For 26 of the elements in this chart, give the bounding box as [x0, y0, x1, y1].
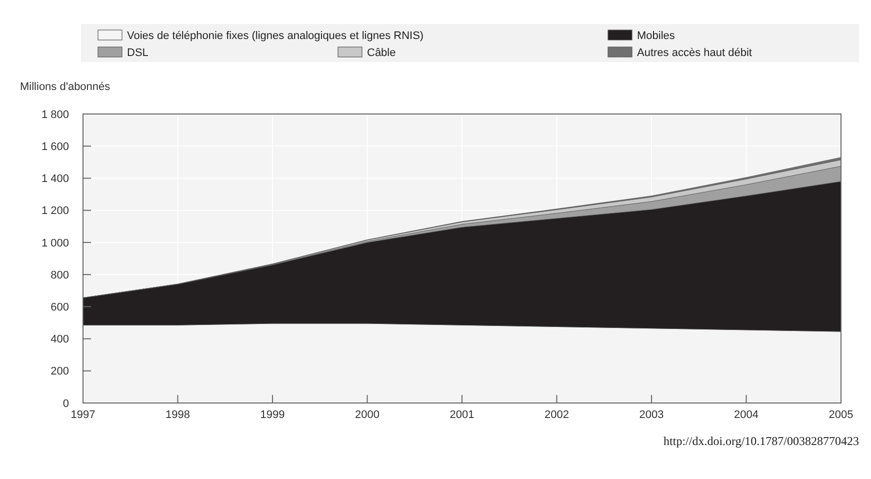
- y-tick-label: 600: [50, 302, 69, 314]
- legend-label: DSL: [127, 47, 148, 59]
- x-tick-label: 2005: [828, 409, 854, 421]
- x-tick-label: 1997: [70, 409, 96, 421]
- x-tick-label: 2001: [450, 409, 474, 421]
- y-tick-label: 1 400: [41, 173, 69, 186]
- legend-label: Voies de téléphonie fixes (lignes analogiques et lignes RNIS): [127, 30, 424, 42]
- y-tick-label: 1 200: [41, 205, 69, 218]
- x-tick-label: 2003: [639, 409, 664, 421]
- x-tick-label: 1998: [166, 409, 190, 421]
- y-tick-label: 1 600: [41, 140, 69, 153]
- x-tick-label: 1999: [260, 409, 285, 421]
- x-tick-label: 2002: [544, 409, 569, 421]
- y-axis-title: Millions d'abonnés: [20, 81, 111, 93]
- x-tick-label: 2000: [355, 409, 380, 421]
- y-tick-label: 400: [50, 334, 69, 346]
- y-tick-label: 0: [62, 398, 69, 410]
- y-tick-label: 200: [50, 366, 69, 378]
- legend-label: Mobiles: [637, 30, 676, 42]
- y-tick-label: 1 000: [41, 237, 69, 250]
- x-tick-label: 2004: [734, 409, 758, 421]
- legend-label: Câble: [367, 47, 396, 59]
- text: http://dx.doi.org/10.1787/003828770423: [664, 434, 859, 448]
- y-tick-label: 800: [50, 269, 69, 282]
- legend-label: Autres accès haut débit: [637, 47, 752, 59]
- y-tick-label: 1 800: [41, 108, 69, 121]
